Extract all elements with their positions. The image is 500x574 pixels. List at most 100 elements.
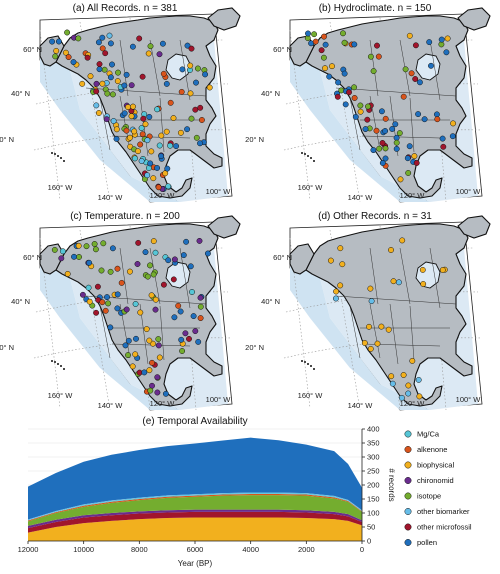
x-tick-label: 2000 (298, 545, 315, 554)
y-tick-label: 200 (367, 481, 380, 490)
border-line (361, 135, 441, 139)
site-marker (104, 294, 110, 301)
legend-label: isotope (417, 492, 441, 501)
site-marker (142, 249, 149, 256)
site-marker (154, 165, 161, 171)
hawaii-islands (301, 360, 315, 370)
legend-label: Mg/Ca (417, 430, 440, 439)
site-marker (128, 113, 135, 120)
site-marker (367, 345, 374, 352)
x-tick-label: 4000 (242, 545, 259, 554)
alaska (289, 35, 315, 67)
site-marker (99, 34, 106, 41)
site-marker (150, 271, 157, 278)
site-marker (58, 255, 65, 262)
site-marker (333, 288, 340, 295)
site-marker (125, 337, 132, 344)
site-marker (195, 338, 202, 345)
site-marker (107, 324, 114, 331)
map-title: (a) All Records. n = 381 (73, 3, 178, 14)
border-line (409, 97, 415, 153)
x-tick-label: 6000 (187, 545, 204, 554)
site-marker (55, 38, 62, 45)
site-marker (96, 66, 103, 73)
site-marker (399, 237, 406, 244)
site-marker (406, 143, 413, 150)
lon-100-label: 100° W (206, 395, 232, 404)
site-marker (179, 348, 186, 354)
site-marker (138, 125, 145, 132)
legend-marker (404, 461, 412, 469)
site-marker (357, 102, 364, 109)
hawaii-islands (51, 360, 65, 370)
site-marker (125, 352, 131, 359)
island (60, 157, 62, 159)
site-marker (148, 148, 155, 155)
site-marker (146, 367, 153, 374)
site-marker (182, 330, 189, 337)
site-marker (411, 153, 418, 160)
site-marker (137, 141, 144, 148)
border-line (429, 39, 441, 101)
legend-label: biophysical (417, 461, 454, 470)
alaska (289, 243, 315, 275)
site-marker (123, 71, 130, 78)
site-marker (322, 41, 329, 48)
lon-140-label: 140° W (348, 401, 374, 410)
hawaii-islands (51, 152, 65, 162)
site-marker (320, 54, 327, 61)
site-marker (131, 155, 138, 162)
site-marker (180, 252, 187, 259)
site-marker (412, 42, 419, 49)
site-marker (79, 291, 86, 298)
lat-40-label: 40° N (261, 89, 280, 98)
site-marker (51, 246, 58, 253)
site-marker (173, 143, 180, 150)
site-marker (93, 309, 100, 316)
site-marker (121, 82, 128, 89)
site-marker (145, 50, 152, 57)
lat-20-label: 20° N (0, 343, 14, 352)
state-borders (85, 39, 207, 157)
lat-40-label: 40° N (261, 297, 280, 306)
lat-60-label: 60° N (23, 253, 42, 262)
site-marker (183, 238, 190, 245)
site-marker (114, 78, 121, 85)
site-marker (327, 257, 334, 264)
site-marker (160, 70, 167, 77)
lon-120-label: 120° W (150, 399, 176, 408)
border-line (335, 295, 457, 305)
site-marker (184, 126, 191, 133)
site-marker (167, 99, 174, 106)
site-marker (400, 372, 407, 378)
site-marker (351, 84, 358, 91)
site-marker (99, 80, 106, 87)
area-chironomid (28, 509, 362, 529)
site-marker (404, 155, 411, 162)
site-marker (400, 93, 407, 100)
site-marker (65, 54, 72, 61)
site-marker (373, 127, 380, 134)
map-title: (d) Other Records. n = 31 (318, 211, 432, 222)
map-title: (c) Temperature. n = 200 (70, 211, 180, 222)
island (57, 363, 59, 365)
border-line (399, 247, 411, 305)
border-line (369, 39, 379, 97)
site-marker (148, 292, 155, 299)
y-tick-label: 250 (367, 467, 380, 476)
site-marker (136, 35, 143, 42)
lon-100-label: 100° W (206, 187, 232, 196)
site-marker (129, 363, 136, 370)
site-marker (103, 116, 110, 123)
site-marker (426, 39, 433, 46)
site-marker (121, 110, 128, 117)
lon-140-label: 140° W (98, 193, 124, 202)
site-marker (155, 342, 162, 349)
area-biophysical (28, 517, 362, 541)
site-marker (390, 278, 397, 285)
site-marker (49, 38, 56, 45)
map-panel-c: (c) Temperature. n = 200 60° N 40° N 20° N 1… (0, 211, 241, 411)
site-marker (123, 127, 130, 134)
site-marker (197, 303, 204, 310)
